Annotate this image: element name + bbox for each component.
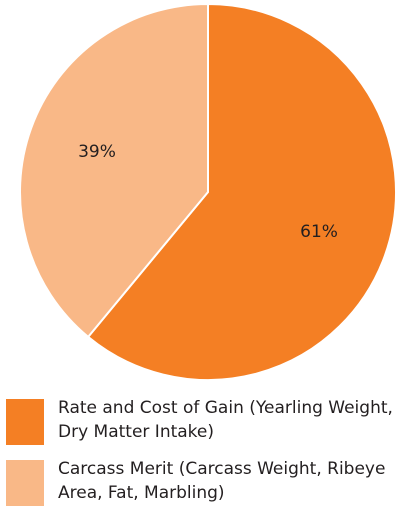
legend-label-rate-cost-of-gain: Rate and Cost of Gain (Yearling Weight, … bbox=[58, 396, 393, 444]
legend-swatch-rate-cost-of-gain bbox=[6, 399, 44, 445]
legend-item-rate-cost-of-gain: Rate and Cost of Gain (Yearling Weight, … bbox=[6, 396, 411, 445]
pie-chart: 61% 39% bbox=[19, 2, 397, 381]
legend-swatch-carcass-merit bbox=[6, 460, 44, 506]
pie-slices bbox=[19, 2, 397, 381]
legend-label-line: Rate and Cost of Gain (Yearling Weight, bbox=[58, 398, 393, 418]
legend-label-carcass-merit: Carcass Merit (Carcass Weight, Ribeye Ar… bbox=[58, 457, 385, 505]
slice-labels: 61% 39% bbox=[78, 142, 338, 242]
pie-slice-rate-cost-of-gain bbox=[86, 2, 397, 381]
legend: Rate and Cost of Gain (Yearling Weight, … bbox=[6, 396, 411, 518]
legend-label-line: Area, Fat, Marbling) bbox=[58, 483, 225, 503]
legend-label-line: Carcass Merit (Carcass Weight, Ribeye bbox=[58, 459, 386, 479]
slice-value-label: 39% bbox=[78, 142, 116, 162]
legend-item-carcass-merit: Carcass Merit (Carcass Weight, Ribeye Ar… bbox=[6, 457, 411, 506]
legend-label-line: Dry Matter Intake) bbox=[58, 422, 215, 442]
pie-slice-carcass-merit bbox=[19, 2, 209, 339]
slice-value-label: 61% bbox=[300, 222, 338, 242]
